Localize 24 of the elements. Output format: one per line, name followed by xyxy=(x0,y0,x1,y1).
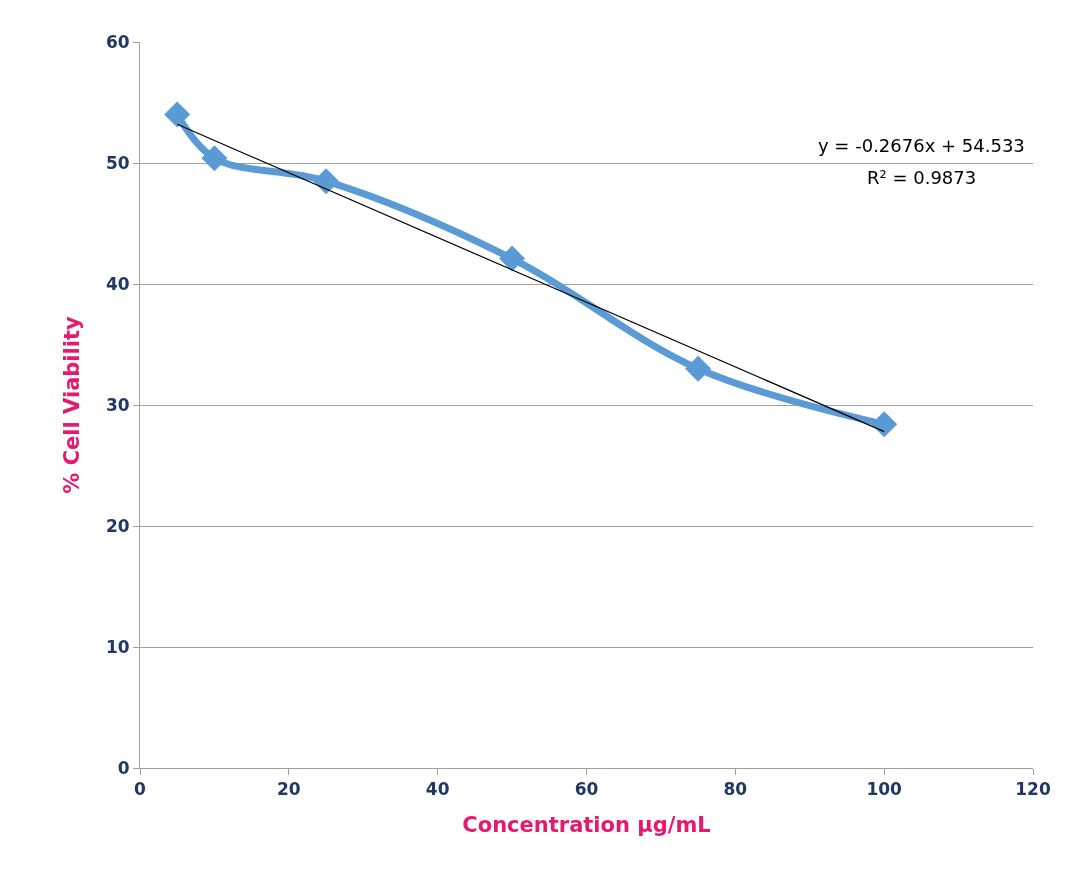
point xyxy=(164,101,191,128)
x-tick-label: 100 xyxy=(866,779,903,800)
y-axis-title: % Cell Viability xyxy=(60,316,85,494)
y-tick-label: 50 xyxy=(105,152,130,173)
x-tick-label: 20 xyxy=(276,779,301,800)
y-tick-label: 20 xyxy=(105,515,130,536)
point xyxy=(499,245,526,272)
y-tick-label: 30 xyxy=(105,394,130,415)
annotation: R² = 0.9873 xyxy=(867,167,977,188)
point xyxy=(685,355,712,382)
y-tick-label: 10 xyxy=(105,636,130,657)
x-tick-label: 40 xyxy=(425,779,450,800)
x-tick-label: 60 xyxy=(574,779,599,800)
y-tick-label: 40 xyxy=(105,273,130,294)
point xyxy=(201,145,228,172)
x-tick-label: 120 xyxy=(1015,779,1051,800)
point xyxy=(313,168,340,195)
point xyxy=(871,411,898,438)
x-tick-label: 0 xyxy=(134,779,147,800)
annotation: y = -0.2676x + 54.533 xyxy=(818,135,1025,156)
x-axis-title: Concentration µg/mL xyxy=(462,812,711,837)
y-tick-label: 60 xyxy=(105,31,130,52)
x-tick-label: 80 xyxy=(723,779,748,800)
y-tick-label: 0 xyxy=(117,757,130,778)
